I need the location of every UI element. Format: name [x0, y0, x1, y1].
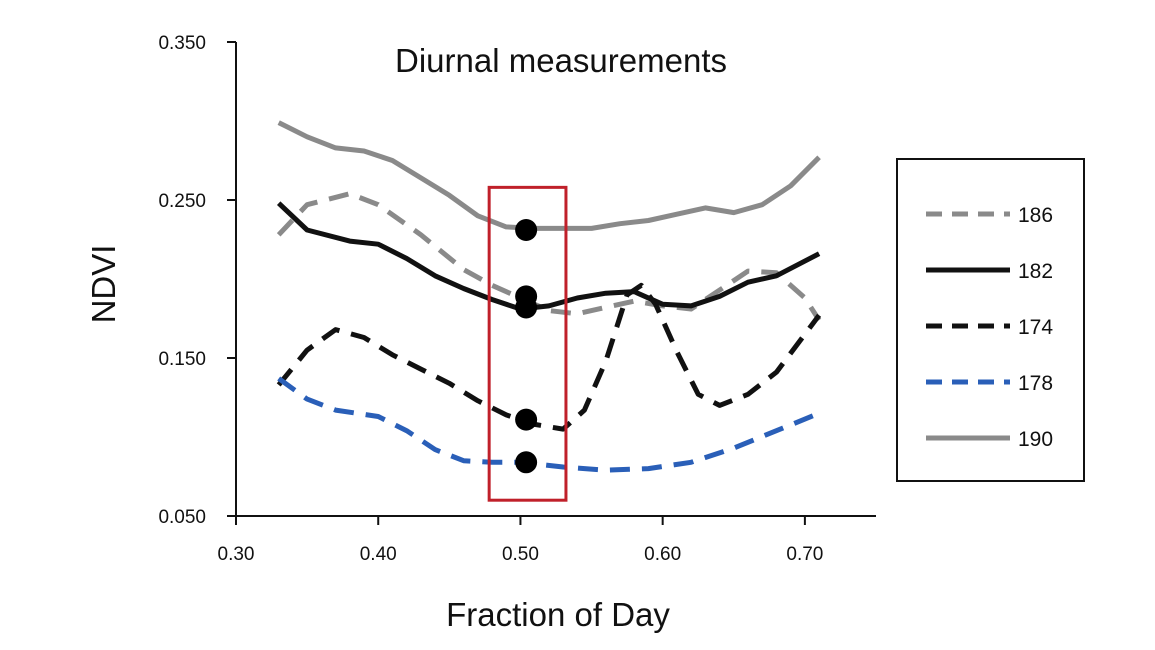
x-tick-label: 0.50	[502, 544, 539, 565]
y-tick-label: 0.250	[158, 191, 206, 212]
series-line-190	[277, 120, 821, 231]
x-tick-label: 0.30	[218, 544, 255, 565]
highlight-point	[515, 219, 538, 242]
legend-label-178: 178	[1018, 372, 1053, 395]
x-tick-label: 0.40	[360, 544, 397, 565]
x-tick-label: 0.60	[644, 544, 681, 565]
y-tick-label: 0.150	[158, 349, 206, 370]
legend-items: 186 182 174 178 190	[926, 204, 1053, 451]
legend-frame	[896, 158, 1085, 482]
y-tick-label: 0.350	[158, 33, 206, 54]
highlight-point	[515, 451, 538, 474]
highlight-points	[515, 219, 538, 474]
highlight-point	[515, 296, 538, 319]
x-axis-title: Fraction of Day	[446, 596, 670, 633]
y-ticks: 0.050 0.150 0.250 0.350	[158, 33, 236, 528]
highlight-point	[515, 408, 538, 431]
y-axis-title: NDVI	[85, 245, 122, 324]
chart-title: Diurnal measurements	[395, 42, 727, 79]
highlight-box	[487, 185, 568, 502]
series-line-182	[276, 201, 821, 312]
legend-label-174: 174	[1018, 316, 1053, 339]
legend-label-190: 190	[1018, 428, 1053, 451]
axes: 0.050 0.150 0.250 0.350 0.30 0.40 0.50 0.60 0.7…	[158, 33, 876, 565]
y-tick-label: 0.050	[158, 507, 206, 528]
legend: 186 182 174 178 190	[896, 158, 1085, 482]
legend-label-186: 186	[1018, 204, 1053, 227]
series-layer	[276, 120, 822, 473]
x-tick-label: 0.70	[786, 544, 823, 565]
legend-label-182: 182	[1018, 260, 1053, 283]
x-ticks: 0.30 0.40 0.50 0.60 0.70	[218, 516, 823, 565]
series-line-186	[276, 191, 822, 322]
series-line-178	[277, 376, 821, 473]
